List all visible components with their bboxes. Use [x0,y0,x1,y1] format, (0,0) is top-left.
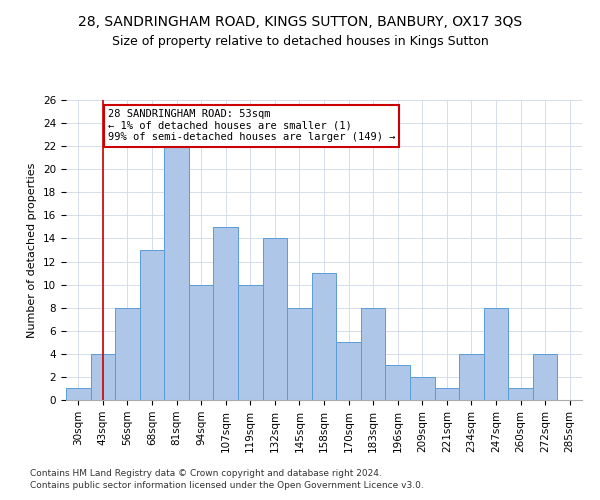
Bar [434,388,459,400]
Bar [189,284,214,400]
Bar [385,366,410,400]
Bar [287,308,312,400]
Bar [263,238,287,400]
Bar [361,308,385,400]
Bar [336,342,361,400]
Bar [312,273,336,400]
Text: 28, SANDRINGHAM ROAD, KINGS SUTTON, BANBURY, OX17 3QS: 28, SANDRINGHAM ROAD, KINGS SUTTON, BANB… [78,15,522,29]
Bar [238,284,263,400]
Bar [66,388,91,400]
Text: Contains public sector information licensed under the Open Government Licence v3: Contains public sector information licen… [30,481,424,490]
Text: Size of property relative to detached houses in Kings Sutton: Size of property relative to detached ho… [112,35,488,48]
Bar [484,308,508,400]
Text: 28 SANDRINGHAM ROAD: 53sqm
← 1% of detached houses are smaller (1)
99% of semi-d: 28 SANDRINGHAM ROAD: 53sqm ← 1% of detac… [108,109,395,142]
Bar [410,377,434,400]
Y-axis label: Number of detached properties: Number of detached properties [28,162,37,338]
Bar [459,354,484,400]
Bar [164,146,189,400]
Bar [508,388,533,400]
Bar [214,227,238,400]
Bar [115,308,140,400]
Bar [91,354,115,400]
Bar [140,250,164,400]
Bar [533,354,557,400]
Text: Contains HM Land Registry data © Crown copyright and database right 2024.: Contains HM Land Registry data © Crown c… [30,468,382,477]
